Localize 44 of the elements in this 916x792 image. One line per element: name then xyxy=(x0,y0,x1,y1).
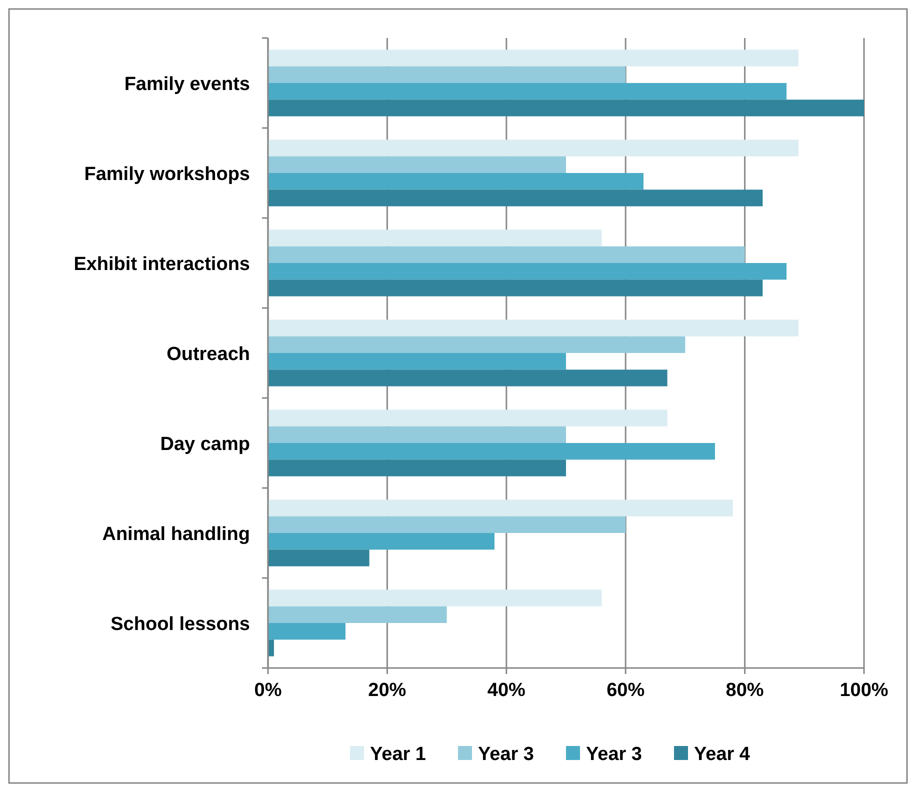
x-tick-label: 40% xyxy=(487,680,526,701)
bar xyxy=(268,606,447,623)
bar xyxy=(268,50,798,66)
bar xyxy=(268,230,602,246)
bar xyxy=(268,263,787,280)
bar xyxy=(268,500,733,516)
bar xyxy=(268,320,798,336)
legend-label: Year 1 xyxy=(370,744,426,765)
bar xyxy=(268,246,745,263)
bar xyxy=(268,550,370,566)
bar xyxy=(268,140,798,156)
bar xyxy=(268,410,668,426)
x-tick-label: 80% xyxy=(726,680,764,701)
legend-label: Year 3 xyxy=(478,744,534,765)
bar xyxy=(268,516,626,533)
x-tick-label: 20% xyxy=(368,680,406,701)
bar xyxy=(268,173,644,190)
bar xyxy=(268,83,787,100)
x-tick-label: 60% xyxy=(606,680,645,701)
x-tick-label: 0% xyxy=(254,680,282,701)
y-tick-label: Family workshops xyxy=(84,164,250,185)
bar xyxy=(268,280,763,296)
y-tick-label: Animal handling xyxy=(102,524,250,545)
x-tick-label: 100% xyxy=(840,680,888,701)
bar xyxy=(268,100,864,116)
y-tick-label: Family events xyxy=(124,74,250,95)
bar xyxy=(268,156,566,173)
bar xyxy=(268,623,346,640)
bar xyxy=(268,460,566,476)
legend-label: Year 3 xyxy=(586,744,642,765)
y-tick-label: Day camp xyxy=(160,434,250,455)
bar xyxy=(268,353,566,370)
y-tick-label: School lessons xyxy=(110,614,250,635)
bar xyxy=(268,426,566,443)
bar xyxy=(268,370,668,386)
bar xyxy=(268,190,763,206)
bar xyxy=(268,66,626,83)
y-tick-label: Outreach xyxy=(166,344,250,365)
bar xyxy=(268,443,715,460)
legend-label: Year 4 xyxy=(694,744,750,765)
y-tick-label: Exhibit interactions xyxy=(74,254,250,275)
bar xyxy=(268,533,494,550)
bar xyxy=(268,590,602,606)
bar xyxy=(268,336,686,353)
